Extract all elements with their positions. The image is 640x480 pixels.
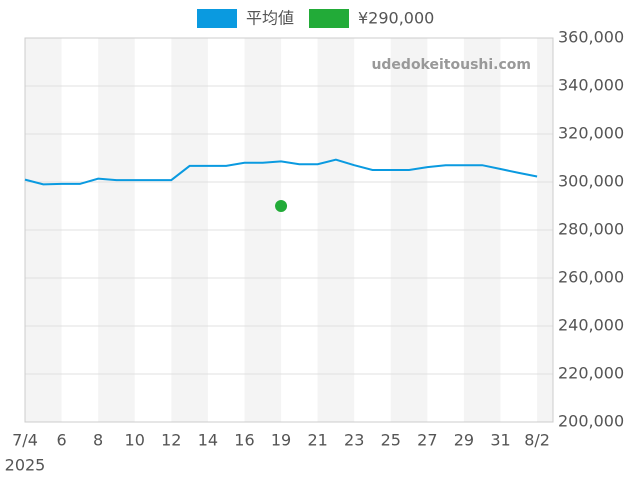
x-tick-label: 7/4 bbox=[12, 431, 38, 450]
y-tick-label: 200,000 bbox=[558, 412, 624, 431]
x-tick-label: 27 bbox=[417, 431, 437, 450]
y-tick-label: 300,000 bbox=[558, 172, 624, 191]
legend-label: 平均値 bbox=[246, 9, 294, 28]
y-tick-label: 360,000 bbox=[558, 28, 624, 47]
x-tick-label: 8 bbox=[93, 431, 103, 450]
x-tick-label: 31 bbox=[490, 431, 510, 450]
x-tick-label: 19 bbox=[271, 431, 291, 450]
year-label: 2025 bbox=[5, 456, 46, 475]
plot-border bbox=[24, 37, 554, 423]
legend-swatch bbox=[309, 9, 349, 28]
y-tick-label: 340,000 bbox=[558, 76, 624, 95]
line-series bbox=[24, 158, 538, 186]
x-tick-label: 25 bbox=[381, 431, 401, 450]
watermark: udedokeitoushi.com bbox=[371, 57, 531, 73]
scatter-point bbox=[275, 200, 288, 212]
x-tick-label: 23 bbox=[344, 431, 364, 450]
x-tick-label: 8/2 bbox=[524, 431, 550, 450]
x-tick-label: 29 bbox=[454, 431, 474, 450]
x-tick-label: 14 bbox=[198, 431, 218, 450]
x-tick-label: 6 bbox=[56, 431, 66, 450]
legend-label: ¥290,000 bbox=[358, 9, 434, 28]
y-tick-label: 320,000 bbox=[558, 124, 624, 143]
legend-swatch bbox=[197, 9, 237, 28]
y-tick-label: 280,000 bbox=[558, 220, 624, 239]
x-tick-label: 10 bbox=[125, 431, 145, 450]
x-tick-label: 16 bbox=[234, 431, 254, 450]
y-tick-label: 220,000 bbox=[558, 364, 624, 383]
x-tick-label: 21 bbox=[307, 431, 327, 450]
y-tick-label: 260,000 bbox=[558, 268, 624, 287]
x-tick-label: 12 bbox=[161, 431, 181, 450]
y-tick-label: 240,000 bbox=[558, 316, 624, 335]
